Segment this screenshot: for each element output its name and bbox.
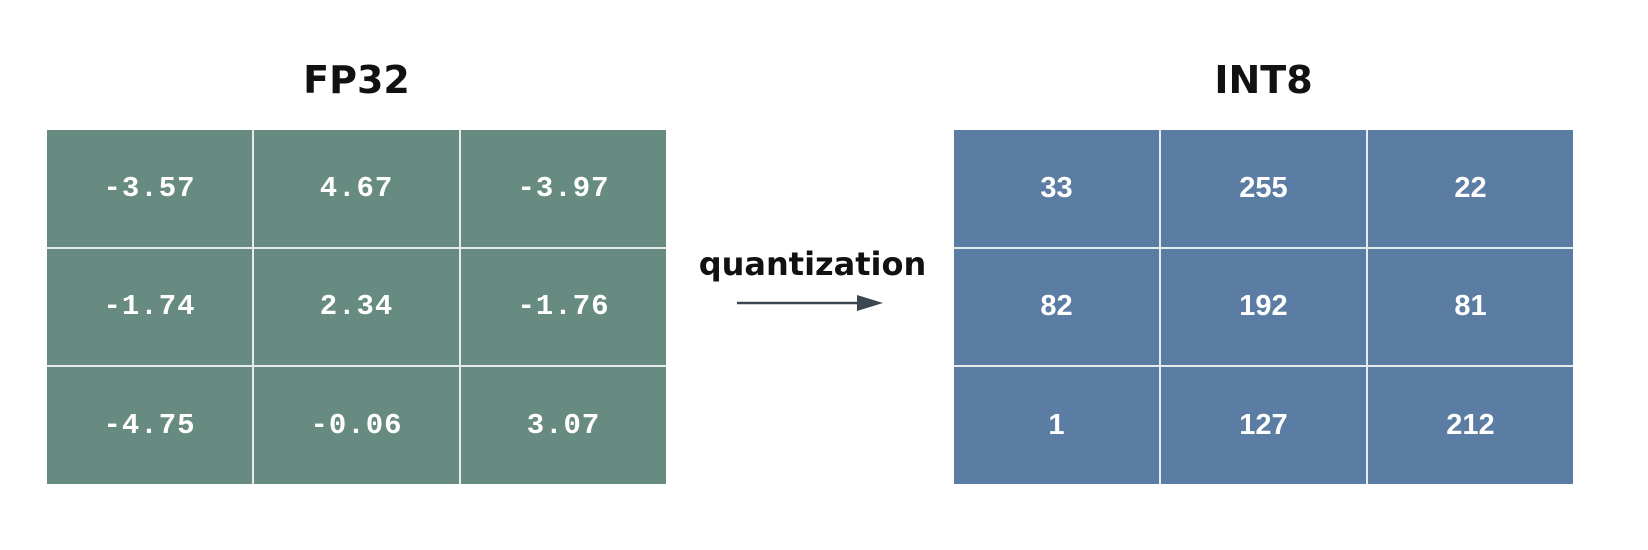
- int8-cell: 81: [1368, 248, 1573, 366]
- int8-cell: 22: [1368, 130, 1573, 247]
- fp32-title: FP32: [303, 58, 410, 102]
- fp32-cell: 2.34: [254, 248, 459, 366]
- int8-cell: 82: [954, 248, 1159, 366]
- int8-cell: 192: [1161, 248, 1366, 366]
- fp32-cell: -0.06: [254, 367, 459, 484]
- fp32-cell: 4.67: [254, 130, 459, 247]
- arrow-right-icon: [737, 295, 883, 311]
- fp32-cell: 3.07: [461, 367, 666, 484]
- int8-cell: 255: [1161, 130, 1366, 247]
- fp32-cell: -1.74: [47, 248, 252, 366]
- int8-matrix: 33 255 22 82 192 81 1 127 212: [954, 130, 1573, 484]
- int8-cell: 212: [1368, 367, 1573, 484]
- quantization-label: quantization: [698, 245, 927, 283]
- fp32-cell: -4.75: [47, 367, 252, 484]
- int8-title: INT8: [1214, 58, 1313, 102]
- int8-cell: 1: [954, 367, 1159, 484]
- int8-cell: 33: [954, 130, 1159, 247]
- fp32-cell: -3.97: [461, 130, 666, 247]
- int8-cell: 127: [1161, 367, 1366, 484]
- fp32-cell: -3.57: [47, 130, 252, 247]
- fp32-matrix: -3.57 4.67 -3.97 -1.74 2.34 -1.76 -4.75 …: [47, 130, 666, 484]
- fp32-cell: -1.76: [461, 248, 666, 366]
